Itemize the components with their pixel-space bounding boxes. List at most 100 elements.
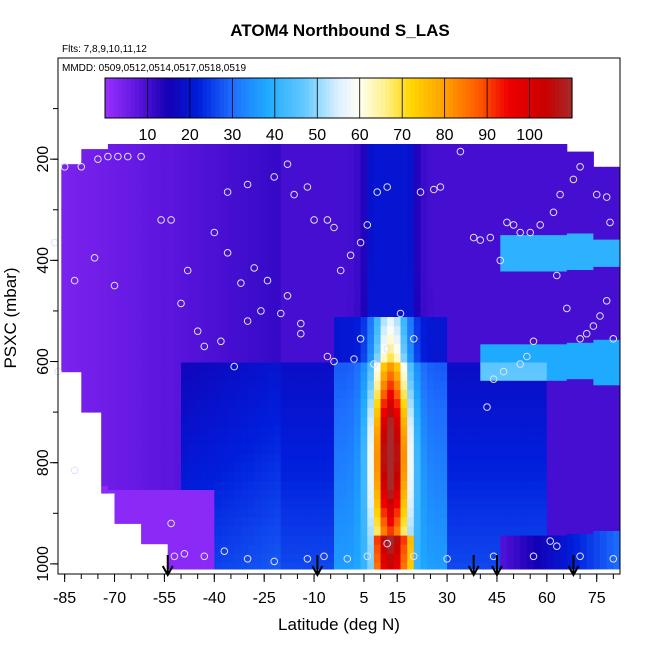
heatmap-cell: [533, 553, 541, 564]
heatmap-cell: [187, 317, 195, 327]
heatmap-cell: [74, 273, 82, 284]
heatmap-cell: [606, 521, 614, 532]
heatmap-cell: [147, 371, 155, 382]
heatmap-cell: [141, 535, 149, 545]
heatmap-cell: [493, 526, 501, 536]
heatmap-cell: [68, 218, 76, 229]
heatmap-cell: [393, 471, 402, 482]
heatmap-cell: [121, 144, 129, 154]
heatmap-cell: [121, 453, 129, 464]
heatmap-cell: [307, 508, 315, 518]
heatmap-cell: [280, 408, 288, 418]
heatmap-cell: [154, 262, 162, 272]
heatmap-cell: [467, 426, 475, 436]
heatmap-cell: [573, 215, 581, 225]
heatmap-cell: [220, 544, 229, 555]
heatmap-cell: [314, 271, 322, 282]
heatmap-cell: [267, 444, 275, 455]
heatmap-cell: [493, 171, 501, 181]
heatmap-cell: [347, 162, 355, 172]
heatmap-cell: [586, 351, 594, 362]
heatmap-cell: [287, 553, 295, 564]
heatmap-cell: [247, 380, 255, 391]
heatmap-cell: [87, 231, 96, 241]
heatmap-cell: [580, 424, 588, 435]
heatmap-cell: [154, 271, 162, 282]
heatmap-cell: [127, 490, 135, 500]
heatmap-cell: [566, 415, 574, 426]
heatmap-cell: [287, 544, 295, 555]
heatmap-cell: [440, 289, 448, 300]
heatmap-cell: [187, 235, 195, 245]
heatmap-cell: [380, 280, 388, 291]
heatmap-cell: [61, 237, 69, 247]
heatmap-cell: [127, 253, 135, 263]
heatmap-cell: [107, 335, 116, 345]
heatmap-cell: [181, 216, 189, 227]
heatmap-cell: [347, 216, 355, 227]
heatmap-cell: [500, 253, 508, 263]
heatmap-cell: [400, 508, 408, 518]
colorbar-swatch: [313, 78, 318, 118]
heatmap-cell: [500, 307, 508, 318]
heatmap-cell: [593, 376, 601, 386]
heatmap-cell: [260, 180, 269, 190]
heatmap-cell: [447, 171, 455, 181]
heatmap-cell: [220, 262, 229, 272]
colorbar-tick-label: 10: [139, 127, 157, 144]
heatmap-cell: [174, 444, 182, 455]
heatmap-cell: [174, 198, 182, 209]
heatmap-cell: [573, 379, 581, 389]
heatmap-cell: [440, 235, 448, 245]
heatmap-cell: [227, 480, 235, 491]
heatmap-cell: [367, 317, 375, 327]
colorbar-swatch: [380, 78, 386, 118]
heatmap-cell: [413, 271, 421, 282]
heatmap-cell: [320, 408, 328, 418]
heatmap-cell: [194, 453, 202, 464]
colorbar-swatch: [300, 78, 306, 118]
colorbar-swatch: [542, 78, 548, 118]
heatmap-cell: [380, 544, 388, 555]
heatmap-cell: [267, 389, 275, 400]
heatmap-cell: [81, 240, 89, 250]
heatmap-cell: [294, 326, 302, 336]
heatmap-cell: [81, 267, 89, 277]
heatmap-cell: [560, 226, 568, 236]
colorbar-swatch: [296, 78, 301, 118]
heatmap-cell: [287, 480, 295, 491]
heatmap-cell: [114, 517, 122, 524]
heatmap-cell: [234, 280, 242, 291]
heatmap-cell: [460, 298, 468, 309]
heatmap-cell: [467, 226, 475, 236]
heatmap-cell: [141, 362, 149, 373]
heatmap-cell: [61, 328, 69, 338]
colorbar-swatch: [474, 78, 480, 118]
heatmap-cell: [427, 153, 435, 163]
heatmap-cell: [500, 198, 508, 209]
heatmap-cell: [360, 144, 368, 154]
heatmap-cell: [174, 462, 182, 473]
heatmap-cell: [400, 289, 408, 300]
heatmap-cell: [141, 335, 149, 345]
heatmap-cell: [513, 353, 521, 363]
heatmap-cell: [267, 207, 275, 218]
heatmap-cell: [247, 508, 255, 518]
heatmap-cell: [427, 244, 435, 254]
heatmap-cell: [254, 235, 262, 245]
heatmap-cell: [387, 535, 395, 546]
heatmap-cell: [580, 251, 588, 262]
heatmap-cell: [161, 271, 169, 282]
heatmap-cell: [114, 362, 122, 373]
profile-point: [350, 355, 358, 363]
heatmap-cell: [453, 189, 461, 200]
heatmap-cell: [121, 335, 129, 345]
heatmap-cell: [340, 153, 348, 163]
heatmap-cell: [354, 517, 362, 527]
heatmap-cell: [480, 444, 488, 455]
heatmap-cell: [387, 244, 395, 254]
heatmap-cell: [187, 417, 195, 427]
heatmap-cell: [407, 362, 415, 373]
heatmap-cell: [207, 271, 215, 282]
heatmap-cell: [467, 544, 475, 555]
